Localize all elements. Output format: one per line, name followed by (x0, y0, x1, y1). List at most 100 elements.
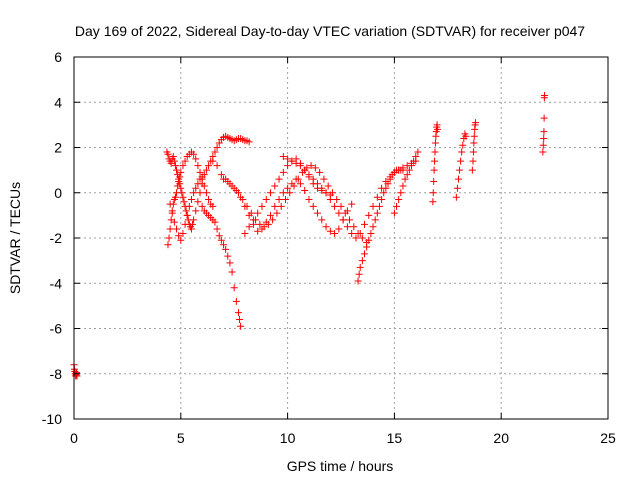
grid-lines (74, 57, 608, 419)
data-point (187, 196, 195, 204)
data-point (185, 202, 193, 210)
data-point (205, 196, 213, 204)
data-point (454, 175, 462, 183)
data-point (296, 180, 304, 188)
data-point (431, 148, 439, 156)
data-point (234, 309, 242, 317)
data-point (220, 175, 228, 183)
data-point (301, 166, 309, 174)
data-point (430, 166, 438, 174)
y-tick-labels: -10 -8 -6 -4 -2 0 2 4 6 (42, 49, 62, 427)
data-point (414, 148, 422, 156)
data-point (189, 220, 197, 228)
data-point (209, 157, 217, 165)
data-point (174, 182, 182, 190)
data-point (365, 236, 373, 244)
data-point (196, 189, 204, 197)
data-point (541, 91, 549, 99)
data-point (173, 225, 181, 233)
data-point (367, 229, 375, 237)
data-point (335, 209, 343, 217)
data-point (286, 189, 294, 197)
data-point (318, 216, 326, 224)
data-point (382, 184, 390, 192)
data-point (170, 218, 178, 226)
data-point (434, 125, 442, 133)
data-point (177, 236, 185, 244)
data-point (176, 173, 184, 181)
data-point (331, 202, 339, 210)
data-point (168, 209, 176, 217)
data-point (275, 175, 283, 183)
data-point (179, 193, 187, 201)
data-point (262, 196, 270, 204)
y-tick-label: -2 (50, 230, 63, 246)
x-tick-label: 10 (280, 430, 296, 446)
data-point (258, 225, 266, 233)
data-point (318, 184, 326, 192)
data-point (539, 141, 547, 149)
data-point (196, 168, 204, 176)
data-point (183, 211, 191, 219)
data-point (213, 162, 221, 170)
data-point (472, 119, 480, 127)
data-point (232, 297, 240, 305)
data-point (459, 141, 467, 149)
data-point (190, 216, 198, 224)
data-point (384, 180, 392, 188)
data-point (369, 202, 377, 210)
data-point (175, 232, 183, 240)
data-point (226, 259, 234, 267)
data-point (343, 223, 351, 231)
x-axis-title: GPS time / hours (287, 458, 394, 474)
data-point (224, 252, 232, 260)
data-point (395, 196, 403, 204)
data-point (213, 225, 221, 233)
data-point (194, 198, 202, 206)
data-point (397, 189, 405, 197)
data-point (431, 157, 439, 165)
data-point (457, 157, 465, 165)
data-point (360, 250, 368, 258)
data-point (326, 196, 334, 204)
data-point (333, 196, 341, 204)
data-point (262, 218, 270, 226)
data-point (173, 189, 181, 197)
data-point (458, 148, 466, 156)
data-point (166, 225, 174, 233)
data-point (314, 209, 322, 217)
data-point (181, 220, 189, 228)
data-point (314, 180, 322, 188)
data-point (296, 162, 304, 170)
data-point (182, 207, 190, 215)
data-point (177, 168, 185, 176)
data-point (271, 202, 279, 210)
data-point (192, 184, 200, 192)
data-point (352, 234, 360, 242)
y-tick-label: 0 (54, 185, 62, 201)
data-point (307, 162, 315, 170)
data-point (322, 189, 330, 197)
data-point (292, 159, 300, 167)
y-tick-label: 4 (54, 94, 62, 110)
data-point (324, 182, 332, 190)
data-point (355, 270, 363, 278)
data-point (403, 171, 411, 179)
data-point (399, 182, 407, 190)
data-point (412, 153, 420, 161)
data-point (369, 223, 377, 231)
data-point (326, 227, 334, 235)
data-point (200, 182, 208, 190)
data-point (267, 211, 275, 219)
y-tick-label: -4 (50, 275, 63, 291)
data-point (348, 229, 356, 237)
data-point (288, 180, 296, 188)
data-point (169, 153, 177, 161)
data-point (462, 132, 470, 140)
data-point (217, 236, 225, 244)
data-point (399, 166, 407, 174)
data-point (331, 229, 339, 237)
data-point (288, 157, 296, 165)
data-point (373, 209, 381, 217)
data-point (468, 166, 476, 174)
